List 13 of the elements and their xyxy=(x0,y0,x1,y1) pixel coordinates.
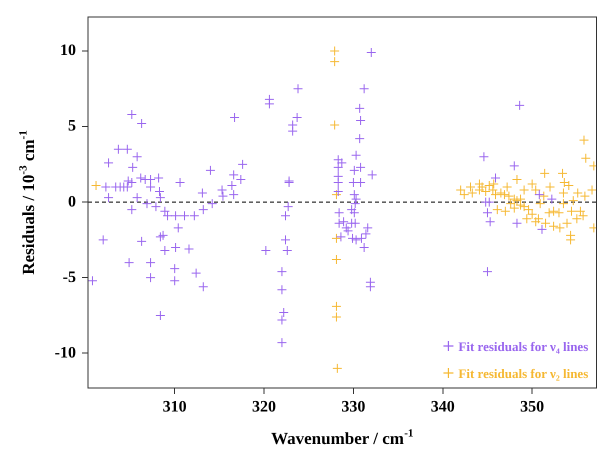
x-tick-label: 310 xyxy=(162,398,187,416)
y-tick-label: -10 xyxy=(54,344,76,362)
y-tick-label: 5 xyxy=(68,118,76,135)
legend-label: Fit residuals for ν₂ lines xyxy=(458,366,588,381)
y-tick-label: 0 xyxy=(68,193,76,210)
x-tick-label: 320 xyxy=(252,398,276,416)
x-tick-label: 340 xyxy=(430,398,455,416)
y-tick-label: 10 xyxy=(60,42,76,60)
x-tick-label: 350 xyxy=(520,398,544,416)
x-tick-label: 330 xyxy=(341,398,366,416)
y-axis-title: Residuals / 10-3 cm-1 xyxy=(17,130,38,275)
legend-label: Fit residuals for ν₄ lines xyxy=(458,339,588,354)
y-tick-label: -5 xyxy=(62,268,76,286)
